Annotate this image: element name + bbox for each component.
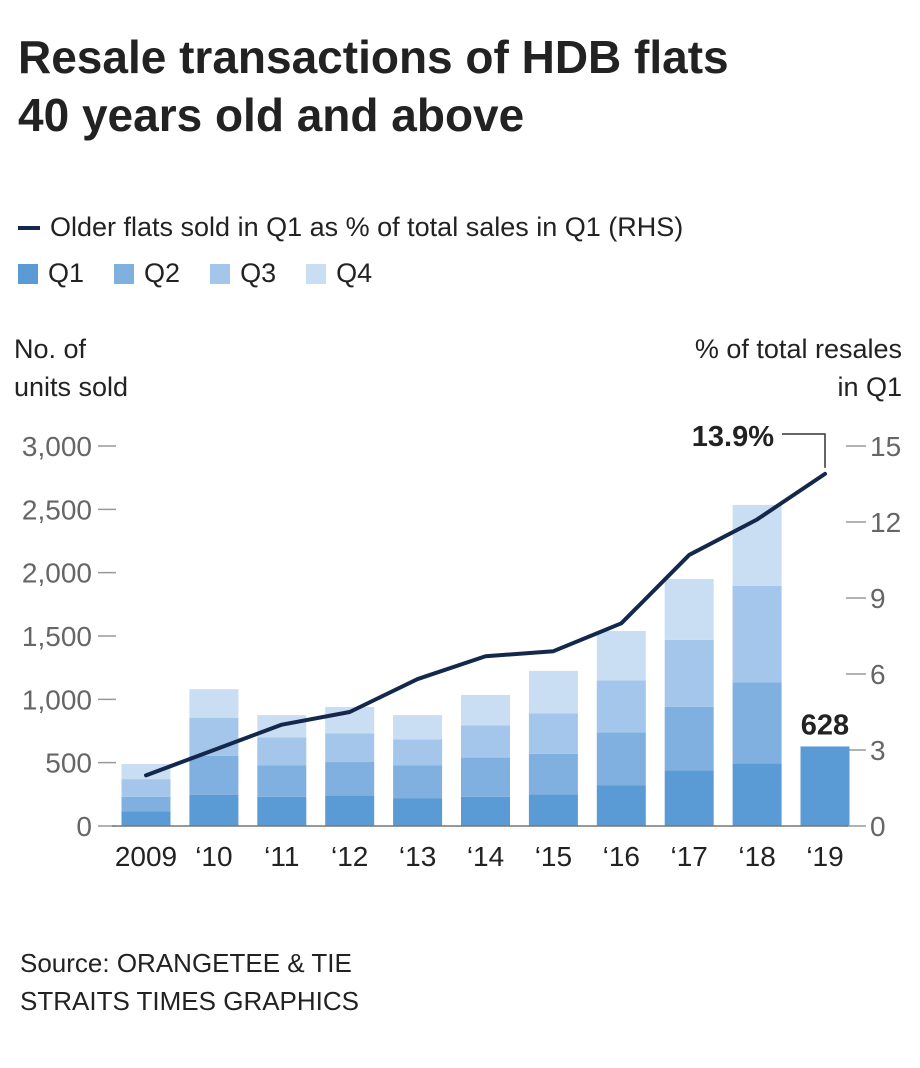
x-tick-label: ‘16 [603,841,640,872]
bar-q4 [189,689,239,718]
x-tick-label: ‘11 [264,841,299,872]
bar-q1 [461,796,510,826]
bar-q3 [325,733,375,763]
bar-q1 [189,794,239,826]
bar-q2 [393,765,443,799]
bar-q1 [800,746,850,826]
bar-q3 [121,779,171,797]
bar-q1 [393,798,443,826]
left-tick-label: 3,000 [22,431,92,462]
right-tick-label: 0 [870,811,886,842]
legend-quarters: Q1 Q2 Q3 Q4 [18,258,402,289]
left-tick-label: 2,000 [22,558,92,589]
bar-q4 [664,579,714,640]
chart-plot: 0 500 1,000 1,500 2,000 2,500 3,000 0 3 6 9 12 15 200… [22,421,901,872]
bar-q2 [732,682,782,764]
source-text: Source: ORANGETEE & TIE [20,948,352,978]
x-tick-label: ‘19 [806,841,843,872]
left-axis-title-line-1: No. of [14,334,87,364]
bar-q1 [257,796,307,826]
right-tick-label: 15 [870,431,901,462]
bar-q3 [664,639,714,707]
bar-q4 [393,715,443,740]
right-axis-title: % of total resales in Q1 [695,330,902,406]
credit-text: STRAITS TIMES GRAPHICS [20,986,360,1016]
bar-q3 [732,585,782,683]
bar-q1 [732,763,782,826]
line-swatch [18,225,40,230]
legend-item-q4: Q4 [306,258,372,289]
right-axis-title-line-2: in Q1 [837,372,902,402]
bar-q3 [528,713,578,754]
bar-q3 [596,680,646,733]
legend-item-q1: Q1 [18,258,84,289]
bar-q3 [461,725,510,758]
left-tick-label: 1,000 [22,684,92,715]
bar-q1 [664,770,714,826]
legend-item-q3: Q3 [210,258,276,289]
left-axis-title: No. of units sold [14,330,128,406]
x-tick-label: 2009 [115,841,177,872]
q1-swatch [18,263,38,284]
right-tick-label: 12 [870,507,901,538]
legend-q4-label: Q4 [336,258,373,288]
bar-q4 [528,670,578,714]
legend-line-item: Older flats sold in Q1 as % of total sal… [18,212,683,243]
bar-q2 [189,755,239,795]
line-end-label: 13.9% [692,421,774,453]
right-axis-title-line-1: % of total resales [694,334,902,364]
bar-q2 [121,796,171,812]
bar-q4 [461,694,510,726]
legend-line-label: Older flats sold in Q1 as % of total sal… [50,212,684,242]
bar-q1 [528,794,578,826]
right-tick-label: 6 [870,659,886,690]
last-bar-label: 628 [801,709,849,741]
bar-q1 [325,795,375,826]
x-tick-label: ‘15 [535,841,572,872]
x-tick-label: ‘10 [195,841,232,872]
x-tick-label: ‘18 [738,841,775,872]
legend-q2-label: Q2 [144,258,181,288]
bar-q1 [121,811,171,826]
x-tick-label: ‘12 [331,841,368,872]
left-tick-label: 500 [45,748,92,779]
chart-title-line-1: Resale transactions of HDB flats [18,31,729,83]
footer: Source: ORANGETEE & TIE STRAITS TIMES GR… [20,944,359,1020]
q3-swatch [210,263,231,284]
q2-swatch [114,263,135,284]
legend-q1-label: Q1 [48,258,85,288]
right-tick-label: 3 [870,735,886,766]
legend-item-q2: Q2 [114,258,180,289]
left-axis-title-line-2: units sold [14,372,129,402]
right-tick-label: 9 [870,583,886,614]
bar-q3 [393,739,443,766]
chart-title-line-2: 40 years old and above [18,89,525,141]
bar-q2 [325,762,375,796]
bar-q3 [257,737,307,766]
bar-q1 [596,785,646,826]
bar-q2 [257,765,307,797]
legend-q3-label: Q3 [240,258,277,288]
bar-q2 [461,757,510,797]
bar-q2 [664,706,714,771]
bar-q2 [528,753,578,795]
x-tick-label: ‘13 [399,841,436,872]
bar-q2 [596,732,646,786]
bar-q4 [596,630,646,681]
line-end-leader [782,433,826,468]
bar-q4 [121,763,171,780]
left-tick-label: 1,500 [22,621,92,652]
q4-swatch [306,263,327,284]
left-tick-label: 0 [76,811,92,842]
x-tick-label: ‘14 [467,841,504,872]
x-tick-label: ‘17 [671,841,708,872]
chart-title: Resale transactions of HDB flats 40 year… [18,28,908,144]
left-tick-label: 2,500 [22,494,92,525]
